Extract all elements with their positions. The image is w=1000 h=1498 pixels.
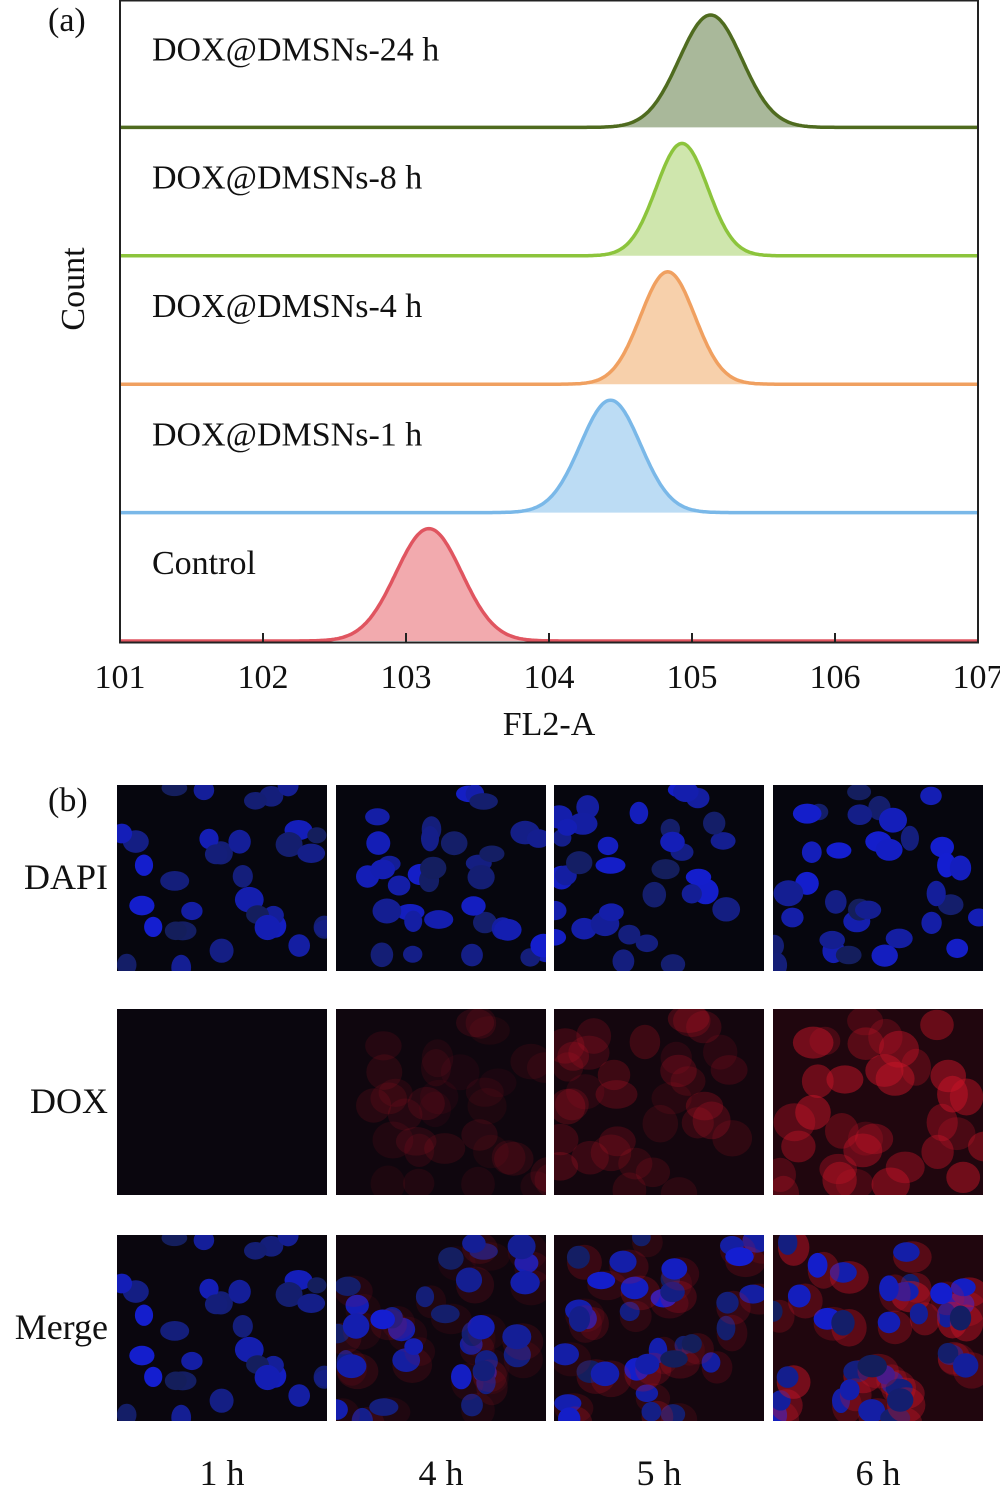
plot-frame bbox=[119, 0, 979, 644]
x-tick-label: 102 bbox=[238, 659, 289, 696]
column-label-2: 5 h bbox=[636, 1453, 682, 1493]
micrograph-dox-3 bbox=[773, 1009, 983, 1195]
x-tick-label: 106 bbox=[810, 659, 861, 696]
panel-b-label: (b) bbox=[48, 782, 88, 819]
series-label: DOX@DMSNs-24 h bbox=[152, 31, 439, 68]
row-label-dapi: DAPI bbox=[23, 857, 108, 897]
micrograph-dapi-1 bbox=[336, 785, 546, 971]
x-tick-label: 101 bbox=[95, 659, 146, 696]
y-axis-label: Count bbox=[55, 247, 92, 331]
x-tick-label: 107 bbox=[953, 659, 1000, 696]
series-label: DOX@DMSNs-4 h bbox=[152, 288, 422, 325]
row-label-dox: DOX bbox=[30, 1081, 108, 1121]
row-label-merge: Merge bbox=[14, 1307, 108, 1347]
x-tick-label: 105 bbox=[667, 659, 718, 696]
flow-cytometry-chart: DOX@DMSNs-24 h DOX@DMSNs-8 h DOX@DMSNs-4 h… bbox=[55, 0, 1000, 743]
column-label-0: 1 h bbox=[199, 1453, 245, 1493]
x-tick-label: 104 bbox=[524, 659, 575, 696]
column-label-3: 6 h bbox=[855, 1453, 901, 1493]
micrograph-dapi-2 bbox=[554, 785, 764, 971]
x-tick-label: 103 bbox=[381, 659, 432, 696]
series-label: Control bbox=[152, 545, 256, 582]
series-label: DOX@DMSNs-1 h bbox=[152, 417, 422, 454]
panel-a-label: (a) bbox=[48, 2, 86, 39]
histogram-line bbox=[120, 13, 978, 130]
histogram-line bbox=[120, 270, 978, 386]
micrograph-dox-2 bbox=[554, 1009, 764, 1195]
x-axis-label: FL2-A bbox=[503, 706, 596, 743]
histogram-line bbox=[120, 398, 978, 515]
micrograph-dox-0 bbox=[117, 1009, 327, 1195]
series-label: DOX@DMSNs-8 h bbox=[152, 160, 422, 197]
micrograph-merge-0 bbox=[117, 1235, 327, 1421]
micrograph-dapi-3 bbox=[773, 785, 983, 971]
micrograph-dapi-0 bbox=[117, 785, 327, 971]
micrograph-merge-1 bbox=[336, 1235, 546, 1421]
micrograph-dox-1 bbox=[336, 1009, 546, 1195]
histogram-line bbox=[120, 141, 978, 258]
column-label-1: 4 h bbox=[418, 1453, 464, 1493]
micrograph-merge-3 bbox=[773, 1235, 983, 1421]
micrograph-merge-2 bbox=[554, 1235, 764, 1421]
